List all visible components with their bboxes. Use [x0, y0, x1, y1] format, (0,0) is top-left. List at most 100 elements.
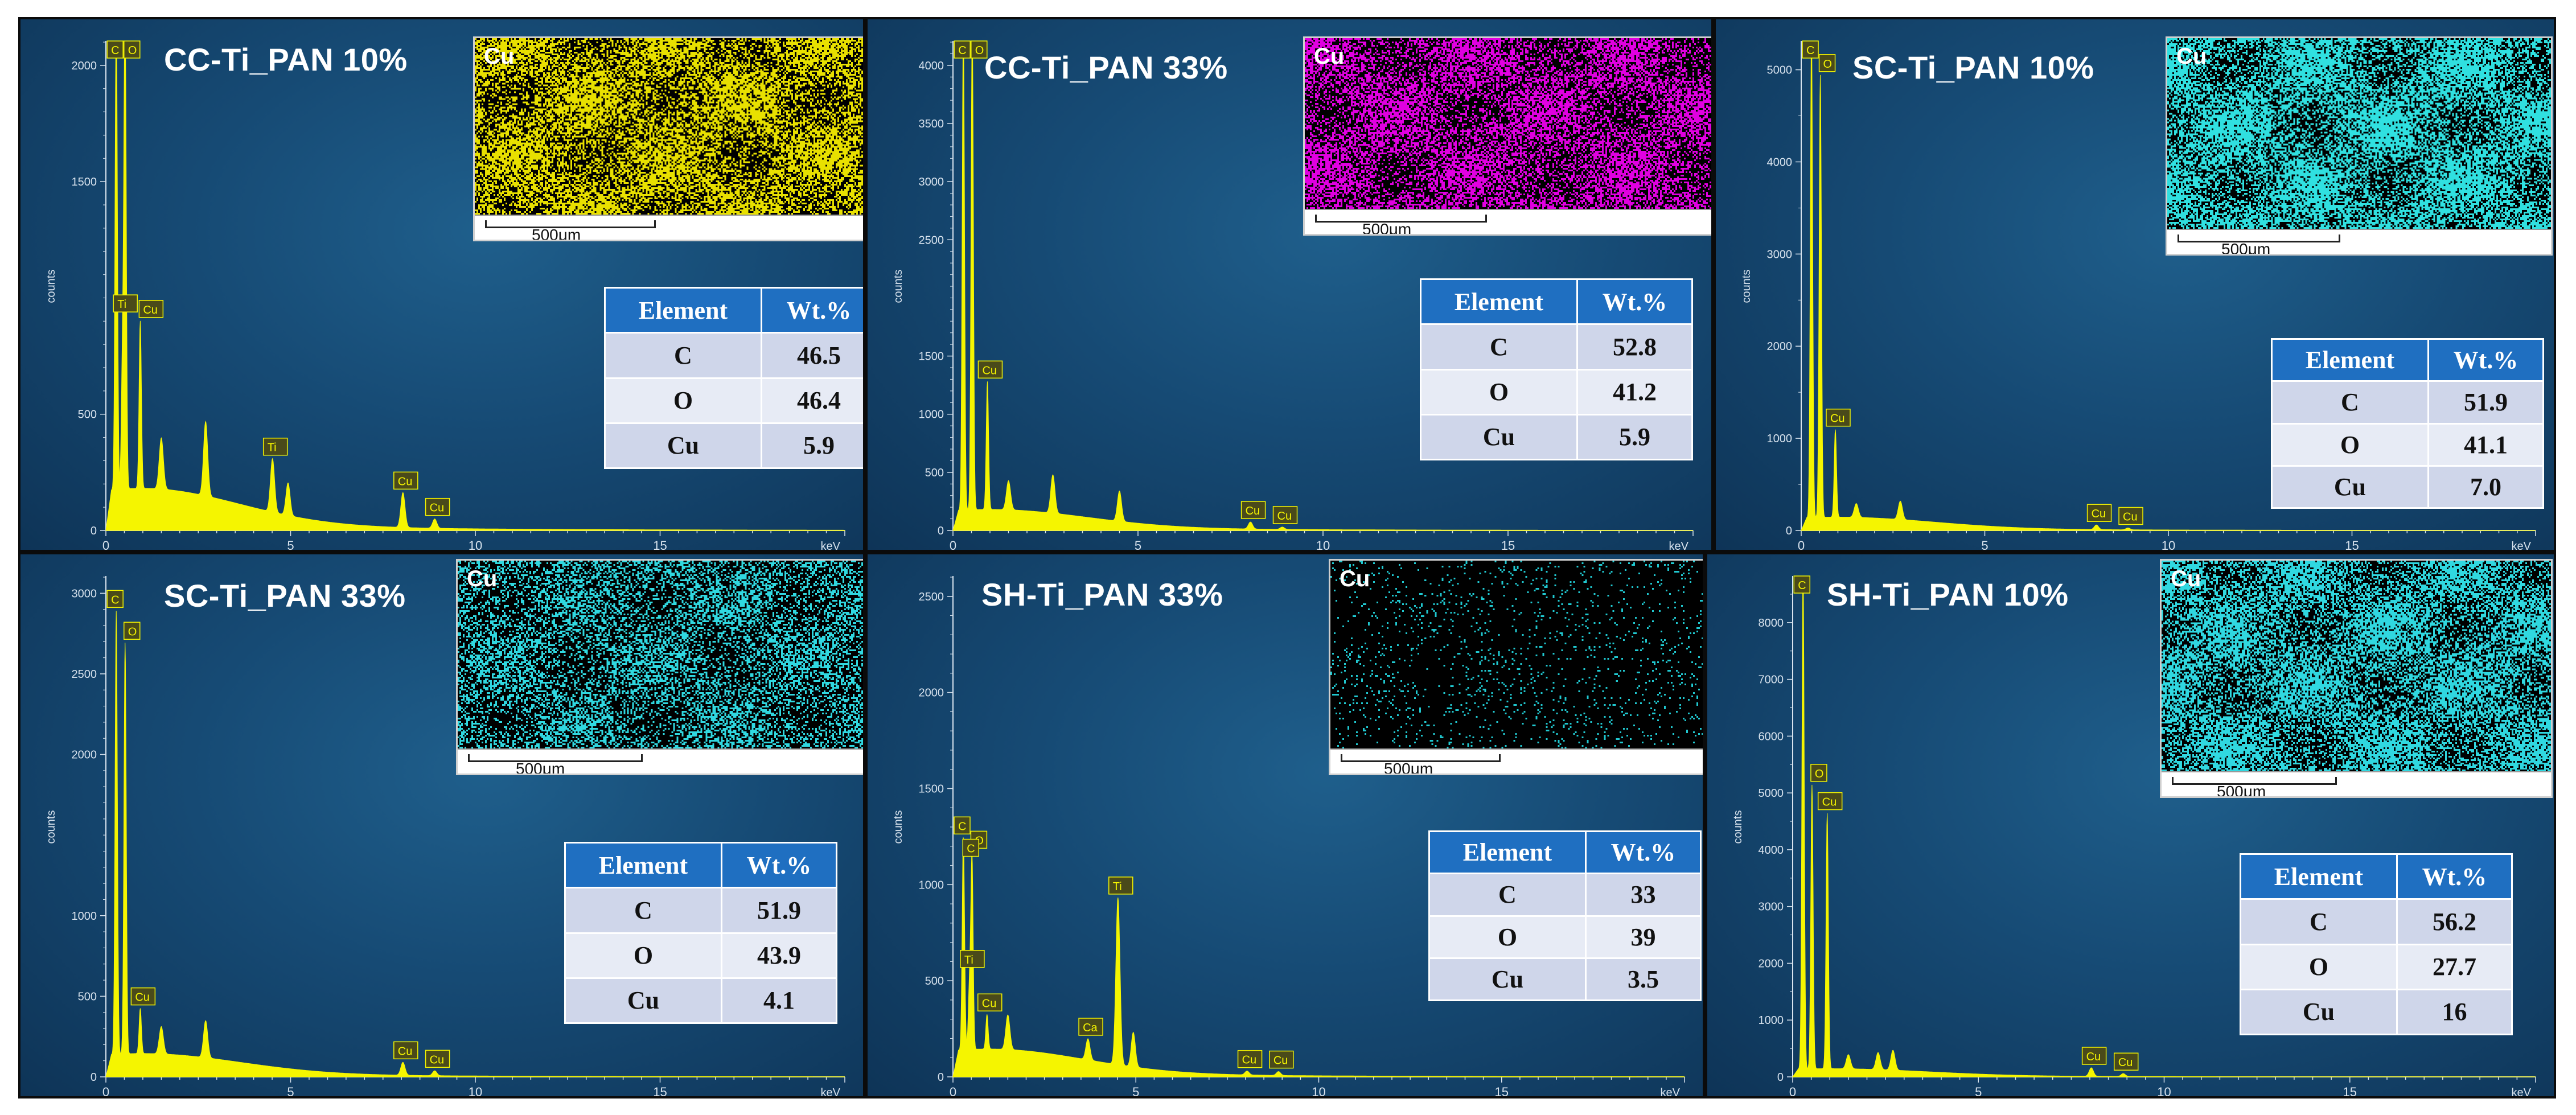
peak-label-text: Cu	[1246, 505, 1260, 517]
column-header-wt: Wt.%	[2427, 338, 2545, 382]
cell-wt: 56.2	[2396, 898, 2513, 945]
peak-label-text: Ti	[964, 954, 973, 966]
y-tick-label: 0	[91, 525, 97, 537]
peak-label: Cu	[1237, 1050, 1263, 1068]
table-row: Cu 16	[2240, 988, 2513, 1036]
peak-label-text: Cu	[1273, 1055, 1288, 1067]
table-row: C 46.5	[604, 332, 863, 379]
y-tick-label: 2000	[72, 749, 97, 762]
peak-label: O	[1810, 764, 1827, 782]
y-tick-label: 3500	[919, 118, 944, 130]
eds-panel-5: 0 5 10 15 keV 0 500 1000 1500 2000 2500 counts C O Ti C…	[865, 552, 1705, 1098]
table-row: O 39	[1428, 915, 1702, 959]
cell-wt: 5.9	[760, 422, 863, 470]
scale-bar: 500μm	[475, 215, 863, 240]
y-tick-label: 8000	[1759, 617, 1784, 629]
x-tick-label: 10	[1312, 1085, 1325, 1098]
panel-title: SH-Ti_PAN 10%	[1827, 577, 2069, 612]
peak-label-box	[106, 40, 124, 59]
cell-wt: 41.1	[2427, 422, 2545, 467]
spectrum-fill	[105, 611, 845, 1077]
eds-map-inset: Cu 500μm	[1329, 559, 1703, 775]
composition-table: Element Wt.% C 56.2 O 27.7 Cu 16	[2240, 853, 2513, 1036]
table-row: C 56.2	[2240, 898, 2513, 945]
peak-label-box	[123, 40, 141, 59]
x-tick-label: 0	[1789, 1085, 1796, 1098]
peak-label-text: Cu	[1822, 796, 1837, 809]
scale-bar-label: 500μm	[1384, 760, 1433, 775]
column-header-element: Element	[1428, 830, 1587, 875]
column-header-element: Element	[1420, 278, 1578, 326]
x-tick-label: 15	[1495, 1085, 1509, 1098]
peak-label: Cu	[1272, 506, 1298, 524]
peak-label: Ti	[262, 437, 288, 456]
table-header-row: Element Wt.%	[564, 841, 838, 889]
peak-label-box	[123, 622, 141, 640]
y-tick-label: 1000	[919, 409, 944, 421]
table-row: Cu 5.9	[1420, 413, 1694, 461]
map-element-label: Cu	[2176, 44, 2207, 69]
x-tick-label: 10	[1316, 538, 1330, 552]
table-row: C 52.8	[1420, 323, 1694, 371]
table-row: C 51.9	[2271, 380, 2545, 425]
y-tick-label: 500	[78, 990, 97, 1003]
cell-element: O	[1420, 368, 1578, 415]
peak-label-text: Cu	[2086, 1051, 2101, 1063]
composition-table: Element Wt.% C 51.9 O 43.9 Cu 4.1	[564, 841, 838, 1025]
y-tick-label: 1500	[72, 176, 97, 188]
eds-map-texture	[1305, 38, 1711, 209]
peak-label-text: Cu	[982, 364, 997, 377]
column-header-element: Element	[564, 841, 722, 889]
peak-label-box	[962, 838, 980, 857]
peak-label-box	[971, 40, 988, 59]
x-tick-label: 10	[469, 538, 482, 552]
peak-label-box	[393, 1041, 418, 1060]
y-tick-label: 7000	[1759, 674, 1784, 686]
peak-label-text: O	[1815, 768, 1824, 780]
x-tick-label: 0	[102, 1085, 109, 1098]
table-row: O 41.1	[2271, 422, 2545, 467]
peak-label-text: O	[128, 44, 137, 57]
peak-label-box	[1269, 1050, 1294, 1069]
cell-element: C	[1420, 323, 1578, 371]
y-tick-label: 5000	[1759, 787, 1784, 800]
table-header-row: Element Wt.%	[2240, 853, 2513, 900]
map-element-label: Cu	[1340, 566, 1370, 591]
y-axis-label: counts	[892, 270, 905, 303]
column-header-element: Element	[2271, 338, 2429, 382]
cell-element: O	[604, 377, 762, 424]
peak-label-box	[1237, 1050, 1263, 1068]
cell-wt: 51.9	[720, 887, 838, 934]
cell-wt: 43.9	[720, 932, 838, 979]
peak-label: Cu	[393, 471, 418, 490]
peak-label-text: O	[1823, 58, 1833, 71]
x-tick-label: 0	[102, 538, 109, 552]
y-tick-label: 0	[1786, 525, 1792, 537]
scale-bar: 500μm	[2162, 771, 2551, 796]
peak-label-text: C	[958, 44, 966, 57]
peak-label: Ti	[1108, 877, 1133, 895]
scale-bar-line	[1315, 215, 1487, 223]
y-tick-label: 2500	[919, 591, 944, 603]
eds-map-texture	[1330, 561, 1703, 748]
peak-label: Cu	[425, 497, 450, 516]
peak-label-box	[1272, 506, 1298, 524]
peak-label: C	[106, 40, 124, 59]
y-tick-label: 500	[925, 467, 944, 479]
composition-table: Element Wt.% C 52.8 O 41.2 Cu 5.9	[1420, 278, 1694, 461]
peak-label-text: Cu	[143, 304, 158, 316]
peak-label-box	[130, 987, 156, 1006]
peak-label-text: Cu	[398, 475, 413, 488]
peak-label-text: Ti	[268, 442, 277, 454]
peak-label-box	[960, 950, 985, 968]
table-row: Cu 5.9	[604, 422, 863, 470]
eds-panel-6: 0 5 10 15 keV 0 1000 2000 3000 4000 5000 6000 7000 80…	[1705, 552, 2556, 1098]
peak-label: Ti	[960, 950, 985, 968]
eds-map-inset: Cu 500μm	[473, 36, 863, 241]
x-tick-label: 10	[469, 1085, 482, 1098]
eds-map-inset: Cu 500μm	[2166, 36, 2553, 256]
table-row: O 46.4	[604, 377, 863, 424]
peak-label-box	[1802, 40, 1819, 59]
x-tick-label: 5	[287, 538, 294, 552]
composition-table: Element Wt.% C 33 O 39 Cu 3.5	[1428, 830, 1702, 1002]
